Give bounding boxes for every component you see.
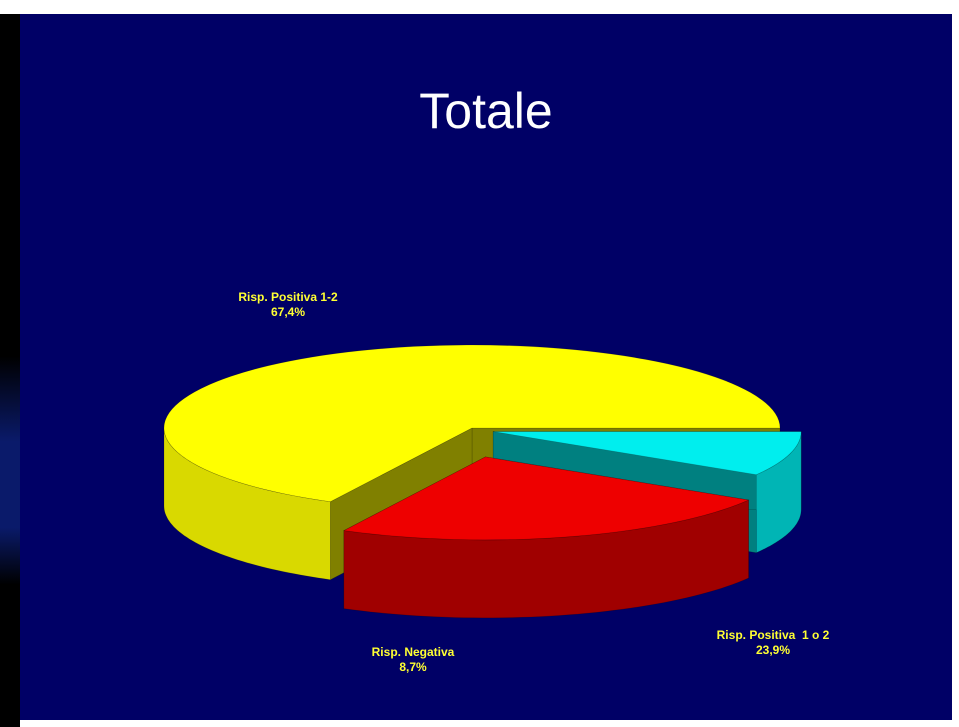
- label-positive-1-o-2-value: 23,9%: [756, 643, 790, 657]
- slice-positive-1-o-2-side: [343, 499, 749, 619]
- slice-positive-1-o-2: [342, 456, 750, 619]
- slice-positive-1-2-side: [163, 427, 331, 581]
- pie-slices: [163, 344, 802, 619]
- slice-positive-1-o-2-top: [342, 456, 750, 541]
- slice-label-positive-1-o-2: Risp. Positiva 1 o 2 23,9%: [717, 628, 830, 657]
- slice-label-positive-1-2: Risp. Positiva 1-2 67,4%: [238, 290, 338, 319]
- slice-negative-top: [493, 431, 802, 476]
- slice-label-negative: Risp. Negativa 8,7%: [372, 645, 455, 674]
- slice-positive-1-2-top: [163, 344, 781, 503]
- label-negative-value: 8,7%: [399, 660, 427, 674]
- left-edge-bar: [0, 14, 20, 727]
- label-negative-name: Risp. Negativa: [372, 645, 455, 659]
- slice-negative-side: [756, 431, 802, 554]
- label-positive-1-2-name: Risp. Positiva 1-2: [238, 290, 338, 304]
- label-positive-1-2-value: 67,4%: [271, 305, 305, 319]
- label-positive-1-o-2-name: Risp. Positiva 1 o 2: [717, 628, 830, 642]
- slide-title: Totale: [419, 83, 553, 139]
